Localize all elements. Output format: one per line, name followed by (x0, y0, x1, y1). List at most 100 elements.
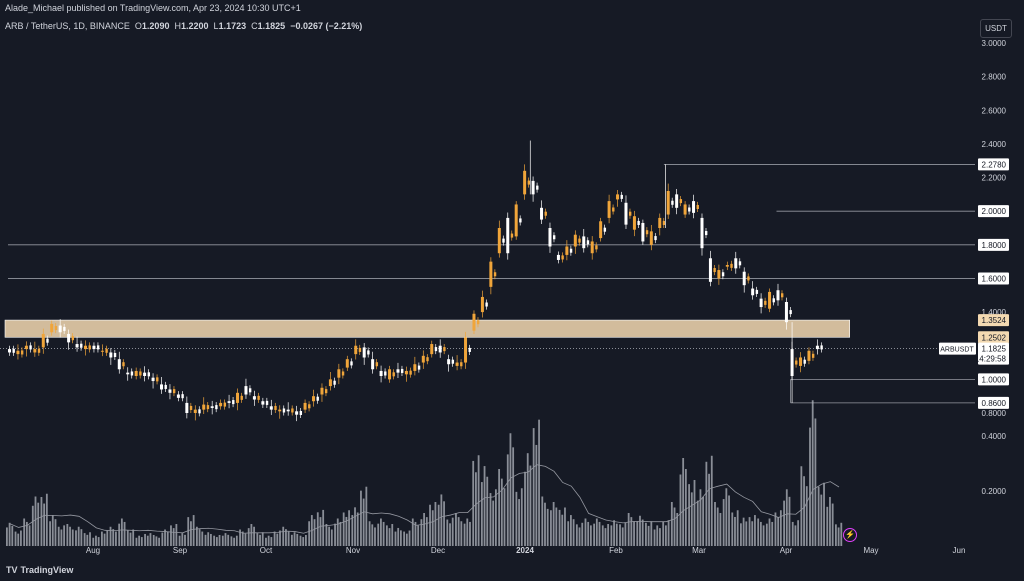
time-tick-label: May (863, 546, 878, 555)
volume-bar (138, 535, 141, 546)
volume-bar (564, 507, 566, 546)
candle-body (799, 357, 803, 366)
volume-bar (529, 465, 532, 546)
volume-bar (595, 518, 598, 546)
volume-bar (777, 516, 780, 546)
candle-body (341, 371, 345, 376)
volume-bar (319, 517, 322, 546)
candle-body (84, 345, 88, 350)
volume-bar (647, 525, 650, 546)
volume-bar (731, 512, 734, 546)
candle-body (700, 217, 704, 249)
volume-bar (215, 537, 218, 546)
volume-bar (699, 489, 702, 546)
volume-bar (472, 460, 475, 546)
candle-body (33, 349, 37, 353)
lightning-icon[interactable]: ⚡ (843, 528, 857, 542)
candle-body (649, 231, 653, 245)
candle-body (784, 302, 788, 323)
volume-bar (198, 529, 201, 546)
volume-bar (653, 529, 656, 546)
volume-bar (120, 518, 123, 546)
volume-bar (561, 514, 564, 546)
level-price-tag: 1.0000 (982, 375, 1007, 384)
candle-body (29, 345, 32, 350)
candle-body (227, 401, 231, 403)
volume-bar (261, 532, 264, 546)
candle-body (632, 216, 636, 230)
candle-body (590, 241, 594, 254)
candle-body (117, 359, 121, 370)
volume-bar (348, 510, 350, 546)
candle-body (582, 236, 586, 249)
volume-bar (740, 523, 742, 546)
candle-body (789, 310, 792, 315)
close-value: 1.1825 (257, 21, 286, 31)
price-labels-layer: 2.2780 2.0000 1.8000 1.6000 1.0000 0.8600 1.35… (939, 158, 1009, 409)
candle-body (768, 291, 772, 309)
candle-body (396, 369, 400, 373)
volume-bar (285, 529, 287, 546)
candle-body (80, 343, 83, 348)
candle-body (586, 240, 590, 245)
candle-body (375, 362, 379, 367)
candle-body (362, 347, 366, 358)
candle-body (404, 370, 408, 375)
volume-bar (754, 515, 756, 546)
candle-body (713, 268, 716, 273)
candle-body (464, 337, 468, 363)
candle-body (324, 389, 328, 394)
volume-bar (414, 521, 417, 546)
candle-body (261, 401, 265, 405)
candle-body (392, 372, 395, 377)
symbol-name[interactable]: ARB / TetherUS, 1D, BINANCE (5, 21, 130, 31)
candle-body (472, 313, 476, 331)
volume-bar (509, 433, 512, 546)
volume-bar (641, 519, 644, 546)
volume-bar (115, 531, 117, 546)
volume-bar (716, 507, 719, 546)
volume-bar (627, 513, 630, 546)
candle-body (176, 394, 180, 398)
volume-bar (253, 526, 255, 546)
volume-bar (610, 525, 613, 546)
candle-body (607, 201, 611, 218)
volume-bar (158, 537, 161, 546)
zone-high-tag: 1.3524 (982, 316, 1007, 325)
candle-body (603, 227, 607, 232)
candle-body (134, 370, 138, 376)
volume-bar (429, 504, 431, 546)
candle-body (388, 369, 392, 380)
candle-body (139, 371, 142, 376)
price-tick-label: 0.8000 (982, 409, 1007, 418)
currency-unit-button[interactable]: USDT (980, 19, 1012, 38)
volume-bar (486, 476, 489, 546)
candle-body (751, 288, 755, 296)
volume-bar (500, 478, 503, 546)
volume-bar (313, 519, 316, 546)
level-price-tag-bg (978, 205, 1009, 218)
volume-bar (239, 529, 241, 546)
tradingview-logo[interactable]: TV TradingView (6, 565, 73, 575)
volume-bar (636, 521, 639, 546)
volume-bar (221, 535, 224, 546)
volume-bar (201, 531, 204, 546)
candle-body (274, 405, 277, 410)
candle-body (519, 218, 522, 223)
candle-body (683, 204, 687, 215)
volume-bar (80, 529, 83, 546)
volume-bar (615, 523, 618, 546)
volume-bar (835, 524, 837, 546)
candle-body (96, 345, 100, 350)
volume-bar (460, 521, 463, 546)
candle-body (413, 364, 417, 371)
candle-body (58, 325, 62, 333)
supply-zone (4, 319, 850, 338)
volume-bar (417, 525, 420, 546)
volume-bar (558, 509, 561, 546)
candle-body (811, 353, 815, 358)
candle-body (675, 194, 679, 208)
candle-body (489, 261, 493, 287)
volume-bar (503, 488, 506, 546)
